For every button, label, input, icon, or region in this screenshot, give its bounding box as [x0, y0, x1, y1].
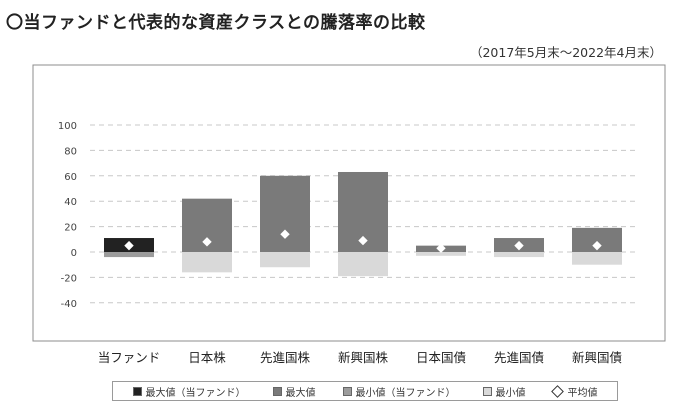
legend-item: 最小値: [482, 384, 526, 399]
legend-label: 最大値（当ファンド）: [145, 387, 246, 399]
bar-min: [104, 252, 154, 258]
x-category-label: 日本国債: [416, 350, 466, 365]
bar-min: [572, 252, 622, 265]
y-tick-label: -40: [61, 299, 77, 310]
x-category-label: 新興国債: [572, 350, 622, 365]
avg-marker: [202, 237, 212, 247]
legend-item: 最大値: [272, 384, 316, 399]
x-category-label: 日本株: [188, 350, 226, 365]
legend-label: 最小値（当ファンド）: [355, 387, 456, 399]
avg-marker: [592, 240, 602, 251]
legend-label: 最大値: [285, 387, 316, 399]
legend-label: 平均値: [567, 387, 598, 399]
y-tick-label: 100: [58, 121, 77, 132]
x-category-label: 先進国株: [260, 350, 311, 365]
legend-item: 最小値（当ファンド）: [342, 384, 456, 399]
legend: 最大値（当ファンド） 最大値 最小値（当ファンド） 最小値 平均値: [112, 381, 618, 401]
legend-swatch: [132, 386, 142, 396]
diamond-icon: [550, 384, 564, 398]
bar-min: [182, 252, 232, 273]
y-tick-label: 40: [64, 197, 77, 208]
legend-swatch: [482, 386, 492, 396]
legend-swatch: [272, 386, 282, 396]
y-tick-label: 0: [71, 248, 77, 259]
bar-min: [338, 252, 388, 277]
bar-min: [416, 252, 466, 256]
bar-min: [260, 252, 310, 268]
y-tick-label: 80: [64, 146, 77, 157]
avg-marker: [436, 243, 446, 253]
y-tick-label: 20: [64, 223, 77, 234]
avg-marker: [358, 235, 368, 246]
period-label: （2017年5月末〜2022年4月末）: [469, 45, 662, 60]
x-category-label: 先進国債: [494, 350, 544, 365]
y-tick-label: 60: [64, 172, 77, 183]
x-category-label: 新興国株: [338, 350, 389, 365]
bar-max: [260, 175, 310, 252]
legend-item: 平均値: [550, 384, 598, 399]
legend-swatch: [342, 386, 352, 396]
page-title: 〇当ファンドと代表的な資産クラスとの騰落率の比較: [6, 13, 426, 33]
y-tick-label: -20: [61, 273, 77, 284]
legend-item: 最大値（当ファンド）: [132, 384, 246, 399]
x-category-label: 当ファンド: [98, 350, 161, 365]
avg-marker: [280, 229, 290, 239]
bar-min: [494, 252, 544, 258]
avg-marker: [124, 240, 134, 251]
legend-label: 最小値: [495, 387, 526, 399]
avg-marker: [514, 240, 524, 251]
